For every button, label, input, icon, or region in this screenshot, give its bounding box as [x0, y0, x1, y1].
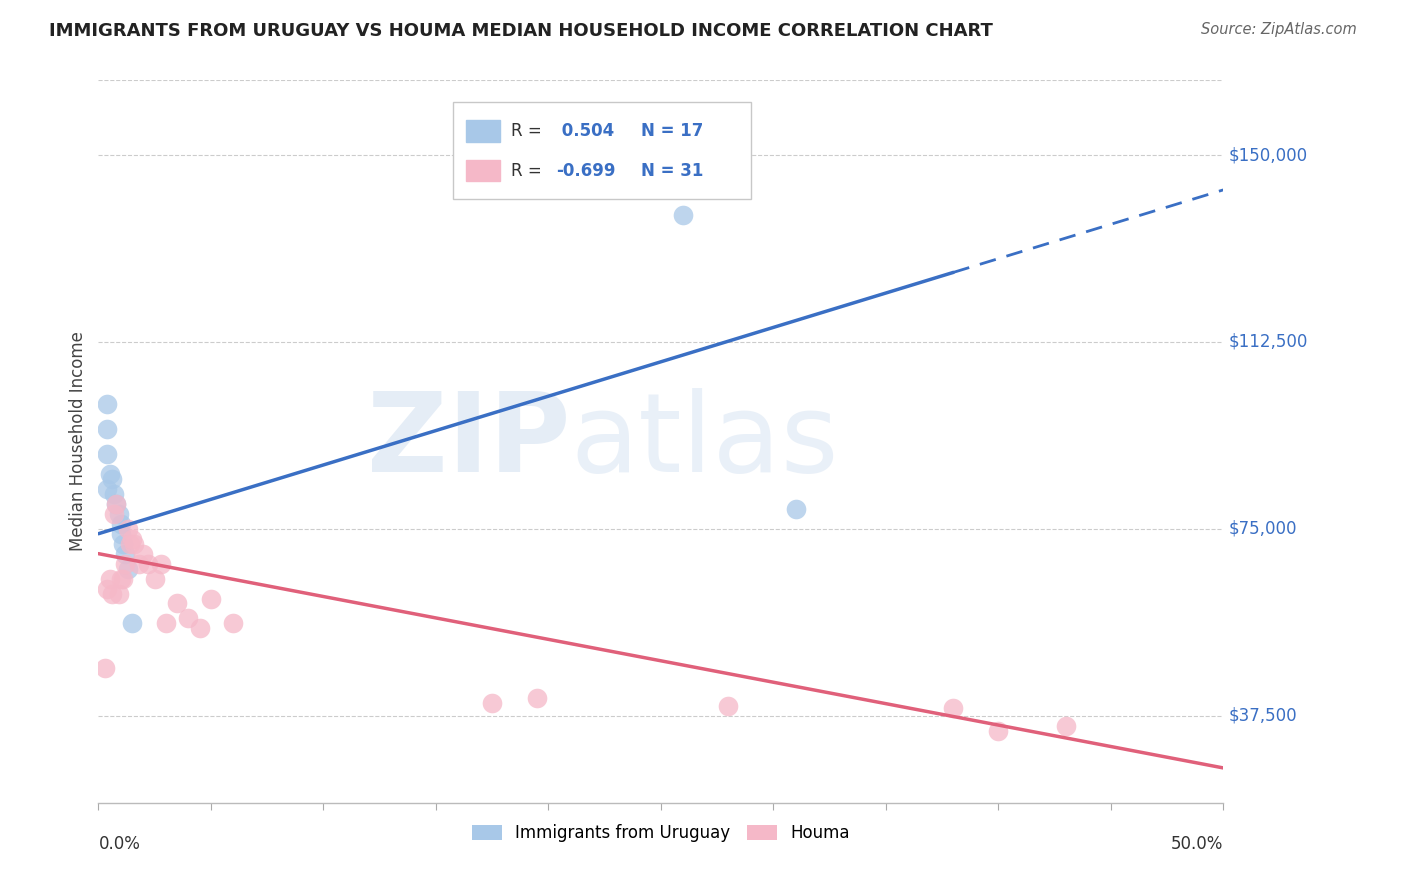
Bar	[467, 120, 501, 142]
Text: 50.0%: 50.0%	[1171, 835, 1223, 854]
Point	[103, 507, 125, 521]
Point	[96, 422, 118, 436]
Text: N = 17: N = 17	[641, 122, 703, 140]
Point	[987, 723, 1010, 738]
FancyBboxPatch shape	[453, 102, 751, 200]
Point	[124, 537, 146, 551]
Point	[101, 472, 124, 486]
Point	[107, 507, 129, 521]
Text: R =: R =	[512, 122, 547, 140]
Point	[200, 591, 222, 606]
Point	[166, 597, 188, 611]
Point	[105, 497, 128, 511]
Point	[177, 611, 200, 625]
Point	[101, 586, 124, 600]
Text: 0.0%: 0.0%	[98, 835, 141, 854]
Point	[110, 516, 132, 531]
Text: Source: ZipAtlas.com: Source: ZipAtlas.com	[1201, 22, 1357, 37]
Point	[1054, 718, 1077, 732]
Point	[717, 698, 740, 713]
Point	[117, 561, 139, 575]
Point	[132, 547, 155, 561]
Point	[128, 557, 150, 571]
Text: ZIP: ZIP	[367, 388, 571, 495]
Point	[96, 397, 118, 411]
Y-axis label: Median Household Income: Median Household Income	[69, 332, 87, 551]
Point	[121, 616, 143, 631]
Point	[942, 701, 965, 715]
Point	[155, 616, 177, 631]
Text: $37,500: $37,500	[1229, 706, 1298, 724]
Point	[110, 526, 132, 541]
Text: R =: R =	[512, 161, 547, 179]
Text: atlas: atlas	[571, 388, 839, 495]
Point	[136, 557, 159, 571]
Point	[96, 447, 118, 461]
Point	[98, 467, 121, 481]
Text: $75,000: $75,000	[1229, 520, 1298, 538]
Text: $112,500: $112,500	[1229, 333, 1308, 351]
Point	[526, 691, 548, 706]
Point	[481, 696, 503, 710]
Point	[110, 572, 132, 586]
Point	[105, 497, 128, 511]
Point	[96, 582, 118, 596]
Bar	[467, 160, 501, 181]
Point	[222, 616, 245, 631]
Point	[98, 572, 121, 586]
Point	[188, 621, 211, 635]
Point	[107, 586, 129, 600]
Point	[785, 501, 807, 516]
Text: 0.504: 0.504	[557, 122, 614, 140]
Point	[118, 537, 141, 551]
Point	[672, 208, 695, 222]
Point	[150, 557, 173, 571]
Point	[103, 487, 125, 501]
Text: IMMIGRANTS FROM URUGUAY VS HOUMA MEDIAN HOUSEHOLD INCOME CORRELATION CHART: IMMIGRANTS FROM URUGUAY VS HOUMA MEDIAN …	[49, 22, 993, 40]
Point	[121, 532, 143, 546]
Legend: Immigrants from Uruguay, Houma: Immigrants from Uruguay, Houma	[465, 817, 856, 848]
Point	[112, 572, 135, 586]
Text: -0.699: -0.699	[557, 161, 616, 179]
Text: N = 31: N = 31	[641, 161, 703, 179]
Point	[117, 522, 139, 536]
Point	[143, 572, 166, 586]
Point	[114, 557, 136, 571]
Point	[94, 661, 117, 675]
Point	[114, 547, 136, 561]
Point	[112, 537, 135, 551]
Text: $150,000: $150,000	[1229, 146, 1308, 164]
Point	[96, 482, 118, 496]
